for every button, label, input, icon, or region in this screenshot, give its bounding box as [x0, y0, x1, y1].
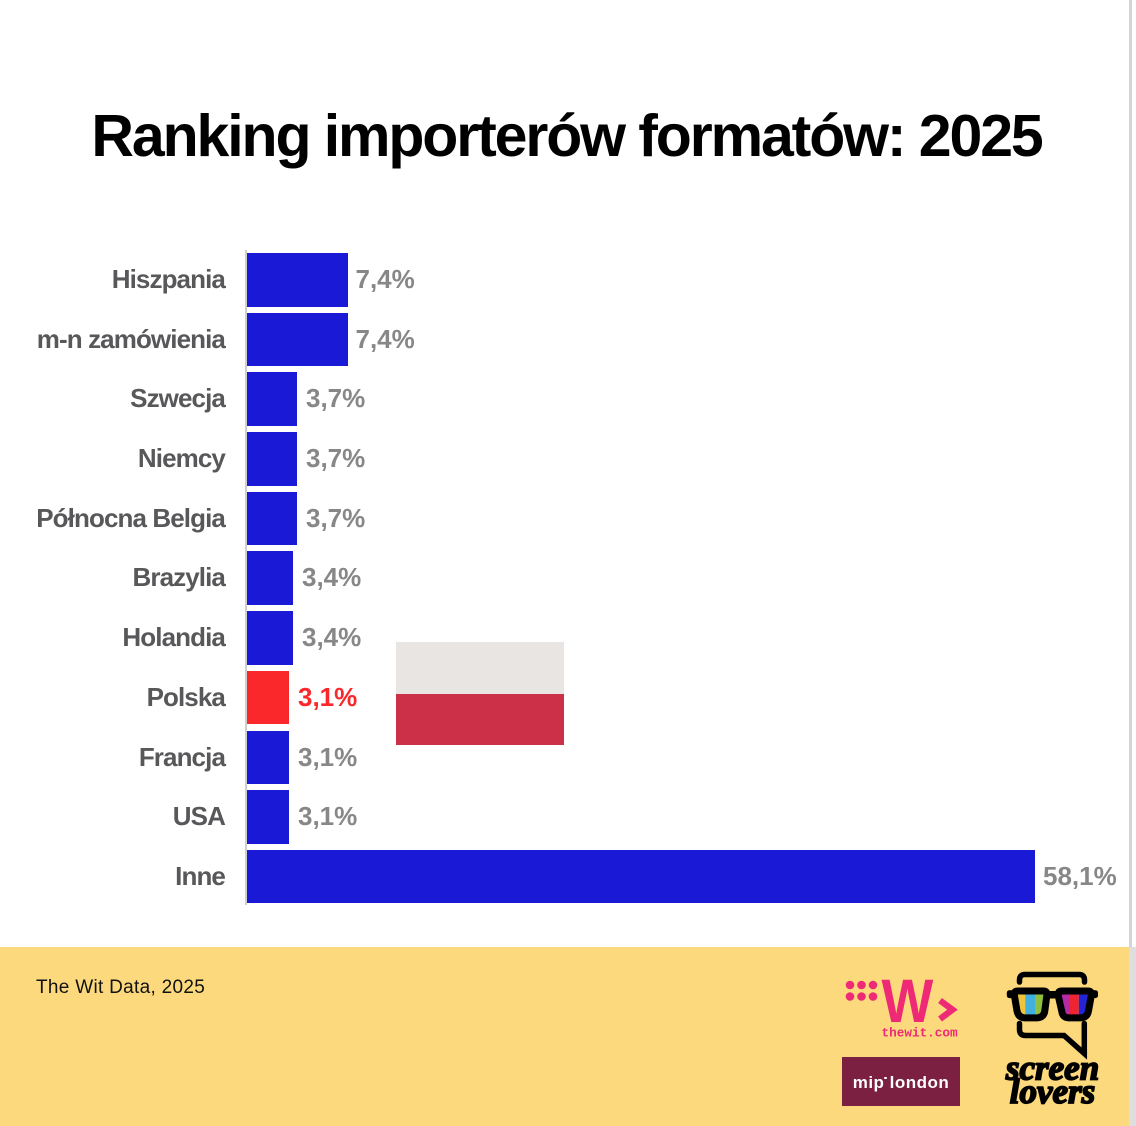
svg-text:W: W — [882, 975, 934, 1035]
svg-text:lovers: lovers — [1010, 1072, 1096, 1111]
svg-text:thewit.com: thewit.com — [882, 1026, 959, 1041]
svg-text:screen: screen — [1005, 1049, 1099, 1088]
